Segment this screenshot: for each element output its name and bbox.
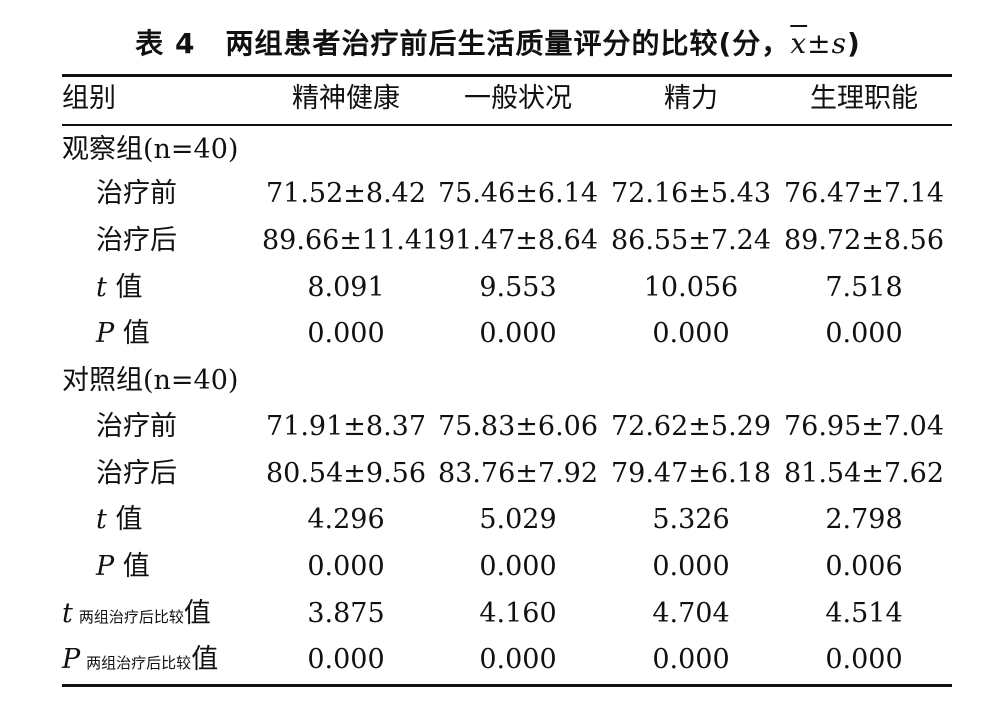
table-cell: 4.514 bbox=[825, 598, 903, 629]
caption-s: s bbox=[831, 27, 847, 60]
stat-label: 值 bbox=[183, 598, 211, 629]
caption-xbar: x bbox=[790, 27, 808, 60]
row-label: 治疗后 bbox=[96, 225, 177, 256]
caption-close: ) bbox=[846, 27, 861, 60]
table-cell: 83.76±7.92 bbox=[437, 458, 599, 489]
row-label: t 值 bbox=[62, 265, 306, 311]
group-row-control: 对照组(n=40) bbox=[62, 358, 952, 404]
table-row: 治疗前 71.52±8.42 75.46±6.14 72.16±5.43 76.… bbox=[62, 171, 952, 217]
group-label: 对照组(n=40) bbox=[62, 358, 272, 404]
table-header-rule bbox=[62, 124, 952, 126]
table-row: P 值 0.000 0.000 0.000 0.000 bbox=[62, 311, 952, 357]
stat-label: 值 bbox=[122, 318, 150, 349]
caption-title: 两组患者治疗前后生活质量评分的比较 bbox=[225, 27, 719, 60]
table-row: t 两组治疗后比较值 3.875 4.160 4.704 4.514 bbox=[62, 591, 952, 637]
header-mental-health: 精神健康 bbox=[292, 83, 400, 114]
group-n: (n=40) bbox=[143, 365, 239, 396]
table-cell: 10.056 bbox=[643, 272, 739, 303]
stat-label: 值 bbox=[115, 272, 143, 303]
table-cell: 0.000 bbox=[825, 318, 903, 349]
row-label: t 两组治疗后比较值 bbox=[62, 591, 272, 637]
table-cell: 0.000 bbox=[825, 644, 903, 675]
table-cell: 75.46±6.14 bbox=[437, 178, 599, 209]
group-label: 观察组(n=40) bbox=[62, 127, 272, 173]
table-row: P 值 0.000 0.000 0.000 0.006 bbox=[62, 544, 952, 590]
table-cell: 0.000 bbox=[652, 644, 730, 675]
table-cell: 72.16±5.43 bbox=[610, 178, 772, 209]
table-header-row: 组别 精神健康 一般状况 精力 生理职能 bbox=[62, 76, 952, 122]
table-cell: 0.000 bbox=[479, 644, 557, 675]
table-cell: 0.006 bbox=[825, 551, 903, 582]
table-cell: 4.296 bbox=[307, 504, 385, 535]
table-cell: 5.029 bbox=[479, 504, 557, 535]
stat-subscript: 两组治疗后比较 bbox=[78, 608, 184, 626]
group-name: 观察组 bbox=[62, 134, 143, 165]
table-cell: 4.704 bbox=[652, 598, 730, 629]
header-physical-role: 生理职能 bbox=[810, 83, 918, 114]
table-row: 治疗前 71.91±8.37 75.83±6.06 72.62±5.29 76.… bbox=[62, 404, 952, 450]
group-n: (n=40) bbox=[143, 134, 239, 165]
table-cell: 75.83±6.06 bbox=[437, 411, 599, 442]
table-cell: 0.000 bbox=[307, 551, 385, 582]
table-cell: 76.95±7.04 bbox=[783, 411, 945, 442]
header-group: 组别 bbox=[62, 83, 116, 114]
table-caption: 表 4 两组患者治疗前后生活质量评分的比较(分，x±s) bbox=[0, 26, 996, 62]
table-cell: 89.72±8.56 bbox=[783, 225, 945, 256]
table-cell: 5.326 bbox=[652, 504, 730, 535]
row-label: P 值 bbox=[62, 544, 306, 590]
stat-label: 值 bbox=[191, 644, 219, 675]
table-cell: 71.52±8.42 bbox=[265, 178, 427, 209]
table-cell: 2.798 bbox=[825, 504, 903, 535]
stat-symbol: P bbox=[96, 318, 115, 349]
stat-subscript: 两组治疗后比较 bbox=[86, 654, 192, 672]
table-top-rule bbox=[62, 74, 952, 77]
table-row: t 值 8.091 9.553 10.056 7.518 bbox=[62, 265, 952, 311]
table-cell: 8.091 bbox=[307, 272, 385, 303]
table-cell: 79.47±6.18 bbox=[610, 458, 772, 489]
table-cell: 89.66±11.41 bbox=[262, 225, 440, 256]
group-name: 对照组 bbox=[62, 365, 143, 396]
table-cell: 0.000 bbox=[479, 318, 557, 349]
table-cell: 86.55±7.24 bbox=[610, 225, 772, 256]
stat-label: 值 bbox=[115, 504, 143, 535]
caption-pm: ± bbox=[807, 27, 832, 60]
table-bottom-rule bbox=[62, 684, 952, 687]
row-label: 治疗前 bbox=[96, 411, 177, 442]
table-cell: 72.62±5.29 bbox=[610, 411, 772, 442]
header-general-condition: 一般状况 bbox=[464, 83, 572, 114]
stat-label: 值 bbox=[122, 551, 150, 582]
table-cell: 80.54±9.56 bbox=[265, 458, 427, 489]
stat-symbol: P bbox=[96, 551, 115, 582]
stat-symbol: t bbox=[96, 504, 107, 535]
table-cell: 0.000 bbox=[652, 551, 730, 582]
row-label: P 两组治疗后比较值 bbox=[62, 637, 272, 683]
table-cell: 0.000 bbox=[307, 318, 385, 349]
row-label: t 值 bbox=[62, 497, 306, 543]
stat-symbol: t bbox=[96, 272, 107, 303]
table-cell: 81.54±7.62 bbox=[783, 458, 945, 489]
table-cell: 0.000 bbox=[479, 551, 557, 582]
caption-unit-open: (分， bbox=[718, 27, 791, 60]
table-cell: 71.91±8.37 bbox=[265, 411, 427, 442]
caption-label: 表 4 bbox=[135, 27, 196, 60]
stat-symbol: t bbox=[62, 598, 73, 629]
table-row: t 值 4.296 5.029 5.326 2.798 bbox=[62, 497, 952, 543]
stat-symbol: P bbox=[62, 644, 81, 675]
table-row: 治疗后 80.54±9.56 83.76±7.92 79.47±6.18 81.… bbox=[62, 451, 952, 497]
table-row: 治疗后 89.66±11.41 91.47±8.64 86.55±7.24 89… bbox=[62, 218, 952, 264]
row-label: 治疗前 bbox=[96, 178, 177, 209]
header-vitality: 精力 bbox=[664, 83, 718, 114]
table-row: P 两组治疗后比较值 0.000 0.000 0.000 0.000 bbox=[62, 637, 952, 683]
table-cell: 9.553 bbox=[479, 272, 557, 303]
row-label: 治疗后 bbox=[96, 458, 177, 489]
table-cell: 91.47±8.64 bbox=[437, 225, 599, 256]
table-cell: 0.000 bbox=[307, 644, 385, 675]
table-cell: 0.000 bbox=[652, 318, 730, 349]
table-cell: 4.160 bbox=[479, 598, 557, 629]
table-cell: 3.875 bbox=[307, 598, 385, 629]
table-cell: 7.518 bbox=[825, 272, 903, 303]
group-row-observation: 观察组(n=40) bbox=[62, 127, 952, 173]
table-cell: 76.47±7.14 bbox=[783, 178, 945, 209]
row-label: P 值 bbox=[62, 311, 306, 357]
